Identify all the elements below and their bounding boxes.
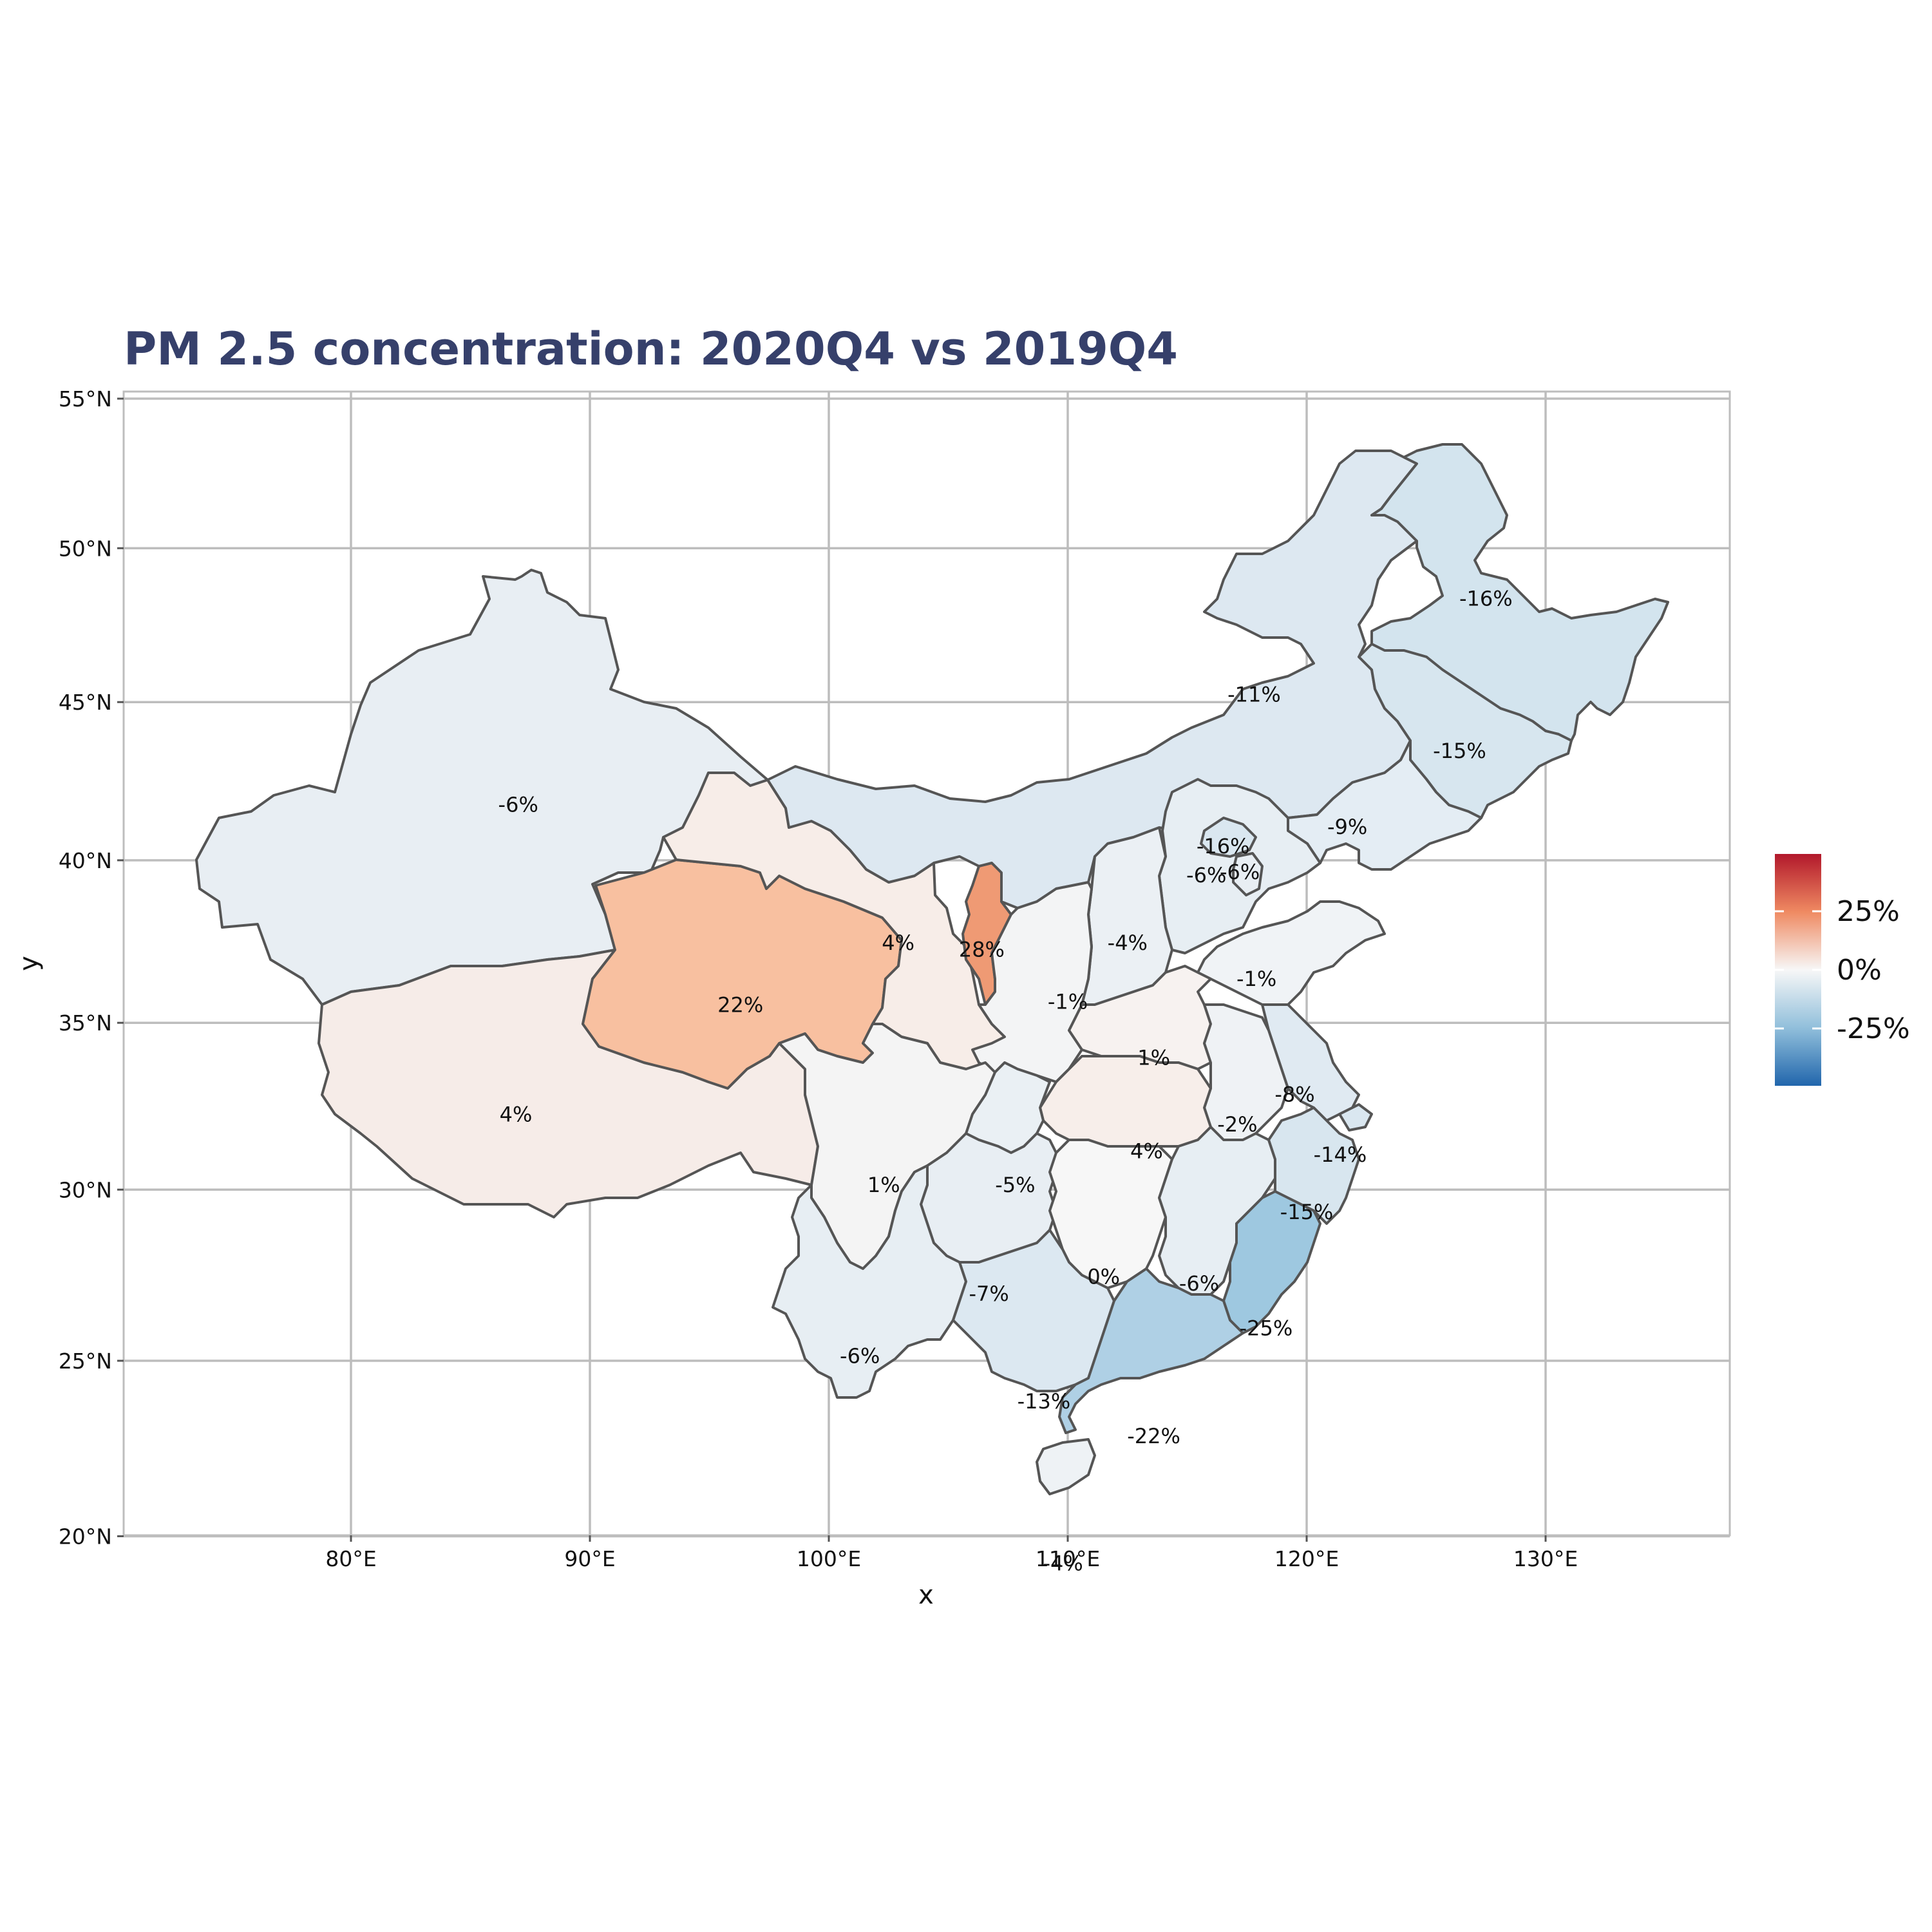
y-tick-label: 35°N [59,1010,112,1036]
region-yunnan [772,1164,967,1399]
x-tick-label: 100°E [797,1546,861,1571]
region-shanghai [1338,1103,1373,1132]
region-label-anhui: -2% [1217,1112,1257,1137]
region-hunan [1048,1139,1173,1289]
region-label-jilin: -15% [1433,739,1486,763]
region-tianjin [1232,852,1264,896]
region-label-sichuan: 1% [867,1173,900,1197]
region-label-liaoning: -9% [1327,815,1367,839]
region-guangdong [1058,1267,1244,1434]
region-beijing [1200,817,1257,858]
province-labels: -6% 4% 22% 4% 28% -11% -16% -15% -9% -16… [498,587,1513,1576]
region-label-beijing: -16% [1197,834,1250,858]
region-label-hainan: -4% [1043,1551,1083,1576]
region-label-guizhou: -7% [969,1282,1009,1306]
x-tick-label: 120°E [1274,1546,1339,1571]
region-label-shandong: -1% [1236,967,1276,991]
region-label-chongqing: -5% [995,1173,1035,1197]
region-label-jiangxi: -6% [1179,1271,1219,1296]
y-tick-label: 40°N [59,848,112,873]
x-tick-label: 80°E [325,1546,376,1571]
color-legend: 25% 0% -25% [1775,854,1910,1086]
x-tick-label: 110°E [1036,1546,1100,1571]
y-tick-label: 25°N [59,1349,112,1374]
region-label-hunan: 0% [1087,1265,1120,1289]
region-label-tianjin: -6% [1220,860,1260,884]
y-tick-label: 45°N [59,690,112,715]
region-label-henan: 1% [1137,1046,1170,1070]
y-tick-label: 50°N [59,536,112,561]
region-label-zhejiang: -15% [1280,1200,1334,1224]
region-label-gansu: 4% [882,931,914,955]
region-label-shanxi: -4% [1108,931,1148,955]
region-label-hubei: 4% [1130,1139,1163,1164]
region-label-guangxi: -13% [1018,1389,1071,1414]
x-tick-label: 130°E [1513,1546,1578,1571]
region-heilongjiang [1370,443,1669,742]
region-label-hebei: -6% [1186,863,1226,887]
region-label-qinghai: 22% [717,993,763,1018]
region-label-ningxia: 28% [959,937,1005,961]
region-anhui [1203,1003,1289,1141]
legend-label-0: 0% [1837,954,1882,987]
region-label-tibet: 4% [500,1102,533,1126]
province-shapes [195,443,1669,1495]
chart-title: PM 2.5 concentration: 2020Q4 vs 2019Q4 [124,323,1178,375]
region-label-inner-mongolia: -11% [1227,683,1281,707]
y-tick-label: 55°N [59,386,112,412]
region-label-heilongjiang: -16% [1459,587,1513,611]
axis-ticks: 80°E 90°E 100°E 110°E 120°E 130°E 55°N 50°N 45°N… [59,386,1578,1571]
y-tick-label: 30°N [59,1177,112,1202]
region-label-yunnan: -6% [840,1344,880,1368]
region-label-xinjiang: -6% [498,793,538,817]
region-label-shanghai: -14% [1314,1142,1367,1167]
x-tick-label: 90°E [564,1546,615,1571]
region-label-fujian: -25% [1240,1316,1293,1341]
region-label-guangdong: -22% [1127,1424,1180,1448]
region-label-shaanxi: -1% [1048,990,1088,1014]
region-shandong [1197,900,1386,1006]
y-axis-title: y [14,956,44,971]
x-axis-title: x [918,1580,934,1610]
region-label-jiangsu: -8% [1274,1082,1314,1106]
region-hainan [1036,1438,1096,1495]
legend-label-minus-25: -25% [1837,1012,1910,1045]
y-tick-label: 20°N [59,1524,112,1549]
legend-label-25: 25% [1837,895,1900,928]
